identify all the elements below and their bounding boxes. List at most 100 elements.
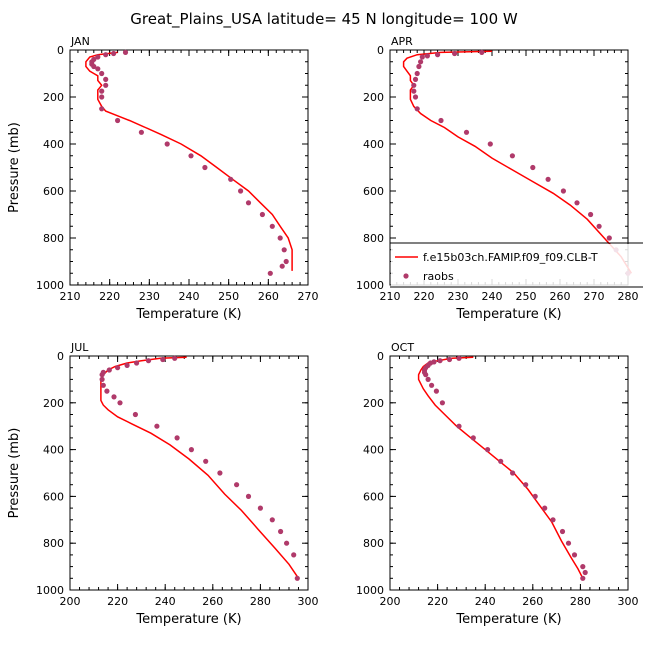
raobs-point — [456, 423, 462, 429]
raobs-point — [411, 82, 417, 88]
raobs-point — [291, 552, 297, 558]
x-tick-label: 230 — [448, 290, 469, 303]
raobs-point — [439, 400, 445, 406]
raobs-point — [115, 117, 121, 124]
x-tick-label: 270 — [298, 290, 319, 303]
raobs-point — [164, 141, 170, 147]
x-tick-label: 220 — [414, 290, 435, 303]
raobs-point — [172, 355, 178, 361]
model-profile-line — [417, 356, 584, 579]
x-tick-label: 240 — [482, 290, 503, 303]
raobs-point — [103, 76, 109, 82]
raobs-point — [429, 382, 435, 388]
raobs-point — [411, 88, 417, 94]
x-axis-label: Temperature (K) — [135, 612, 241, 627]
raobs-point — [284, 540, 290, 546]
raobs-point — [452, 50, 458, 57]
raobs-point — [122, 49, 129, 56]
raobs-point — [485, 447, 491, 453]
raobs-point — [416, 63, 422, 70]
x-tick-label: 260 — [258, 290, 279, 303]
x-tick-label: 200 — [60, 595, 81, 608]
raobs-point — [565, 540, 572, 546]
y-tick-label: 1000 — [36, 584, 64, 597]
raobs-point — [245, 493, 252, 499]
raobs-point — [134, 360, 140, 366]
y-tick-label: 400 — [363, 444, 384, 457]
panel-label: JUL — [70, 341, 89, 354]
raobs-point — [446, 356, 453, 363]
y-tick-label: 0 — [57, 44, 64, 57]
x-tick-label: 280 — [250, 595, 271, 608]
model-profile-line — [100, 356, 300, 579]
raobs-point — [99, 88, 105, 94]
raobs-point — [424, 53, 430, 59]
raobs-point — [574, 200, 580, 206]
y-tick-label: 800 — [43, 232, 64, 245]
raobs-point — [91, 63, 97, 70]
x-tick-label: 280 — [618, 290, 639, 303]
raobs-point — [433, 388, 439, 394]
raobs-point — [106, 367, 112, 373]
raobs-point — [419, 54, 425, 60]
raobs-point — [509, 470, 516, 476]
raobs-point — [606, 235, 612, 241]
x-tick-label: 300 — [618, 595, 639, 608]
y-tick-label: 400 — [43, 444, 64, 457]
raobs-point — [132, 411, 138, 418]
raobs-point — [111, 394, 117, 400]
x-axis-label: Temperature (K) — [455, 307, 561, 322]
raobs-point — [103, 82, 109, 88]
raobs-point — [423, 372, 429, 378]
x-tick-label: 220 — [99, 290, 120, 303]
raobs-point — [277, 235, 283, 241]
raobs-point — [115, 365, 121, 371]
raobs-point — [582, 569, 588, 576]
raobs-point — [99, 70, 105, 77]
raobs-point — [111, 50, 117, 57]
raobs-point — [412, 76, 419, 82]
panel-oct: 200 220 240 260 280 300 0 200 400 600 800 1000 OCT Te… — [356, 341, 639, 627]
raobs-point — [145, 358, 152, 364]
x-tick-label: 300 — [298, 595, 319, 608]
raobs-point — [487, 141, 493, 147]
y-tick-label: 600 — [43, 490, 64, 503]
raobs-point — [99, 106, 105, 112]
model-profile-line — [402, 50, 633, 274]
panel-jan: 210 220 230 240 250 260 270 0 200 400 600 800 1000 JA… — [7, 35, 319, 322]
x-tick-label: 210 — [380, 290, 401, 303]
raobs-point — [257, 505, 263, 511]
raobs-point — [498, 458, 504, 464]
y-tick-label: 600 — [363, 490, 384, 503]
figure-title: Great_Plains_USA latitude= 45 N longitud… — [130, 10, 518, 29]
legend-obs-label: raobs — [423, 270, 454, 283]
raobs-point — [99, 372, 105, 378]
panel-jul: 200 220 240 260 280 300 0 200 400 600 800 1000 JUL Te… — [7, 341, 319, 627]
x-tick-label: 200 — [380, 595, 401, 608]
raobs-point — [532, 493, 538, 499]
raobs-point — [217, 470, 223, 476]
x-axis-label: Temperature (K) — [135, 307, 241, 322]
raobs-point — [283, 258, 289, 265]
raobs-point — [438, 117, 444, 124]
raobs-point — [202, 164, 208, 171]
panel-apr: 210 220 230 240 250 260 270 280 0 200 400 600 800 100… — [356, 35, 643, 322]
raobs-point — [103, 52, 109, 58]
raobs-point — [100, 382, 106, 388]
raobs-point — [154, 423, 160, 429]
raobs-point — [580, 564, 586, 570]
raobs-point — [530, 164, 536, 171]
raobs-point — [559, 528, 566, 535]
raobs-point — [418, 59, 424, 65]
raobs-point — [463, 129, 470, 135]
raobs-point — [456, 355, 462, 361]
raobs-point — [160, 356, 166, 363]
raobs-point — [435, 52, 441, 58]
raobs-point — [174, 435, 180, 441]
raobs-point — [294, 575, 300, 581]
raobs-point — [412, 94, 419, 100]
raobs-point — [228, 176, 234, 182]
y-tick-label: 800 — [43, 537, 64, 550]
y-tick-label: 400 — [43, 138, 64, 151]
